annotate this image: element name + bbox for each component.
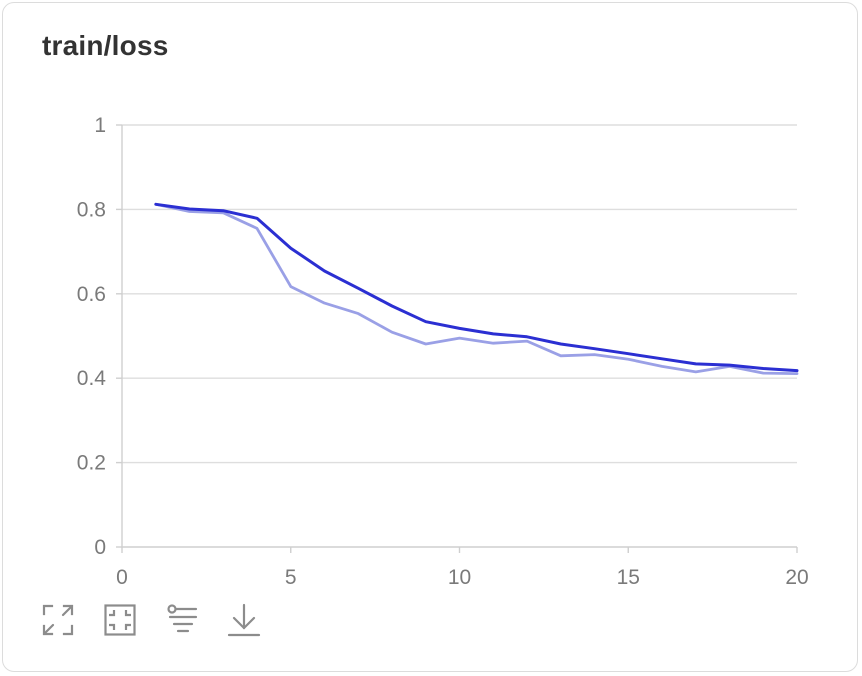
x-tick-label: 10 xyxy=(448,566,471,589)
x-tick-label: 0 xyxy=(116,566,128,589)
filter-icon xyxy=(167,604,198,633)
y-tick-label: 0.2 xyxy=(77,452,106,475)
line-chart: 00.20.40.60.810 5 10 15 20 xyxy=(77,114,809,589)
fit-icon xyxy=(104,604,136,636)
card-title: train/loss xyxy=(42,30,169,61)
expand-icon xyxy=(42,604,74,636)
x-tick-label: 20 xyxy=(785,566,808,589)
y-tick-label: 1 xyxy=(94,114,106,137)
fit-button[interactable] xyxy=(102,602,138,638)
y-tick-label: 0.6 xyxy=(77,283,106,306)
x-tick-label: 15 xyxy=(617,566,640,589)
download-icon xyxy=(227,603,261,637)
series-line-0 xyxy=(154,202,799,376)
expand-button[interactable] xyxy=(40,602,76,638)
series-line-1 xyxy=(154,202,799,373)
download-button[interactable] xyxy=(226,602,262,638)
x-tick-label: 5 xyxy=(285,566,297,589)
filter-button[interactable] xyxy=(164,602,200,638)
y-tick-label: 0.4 xyxy=(77,367,107,390)
chart-toolbar xyxy=(40,602,262,638)
y-tick-label: 0.8 xyxy=(77,198,106,221)
y-tick-label: 0 xyxy=(94,536,106,559)
